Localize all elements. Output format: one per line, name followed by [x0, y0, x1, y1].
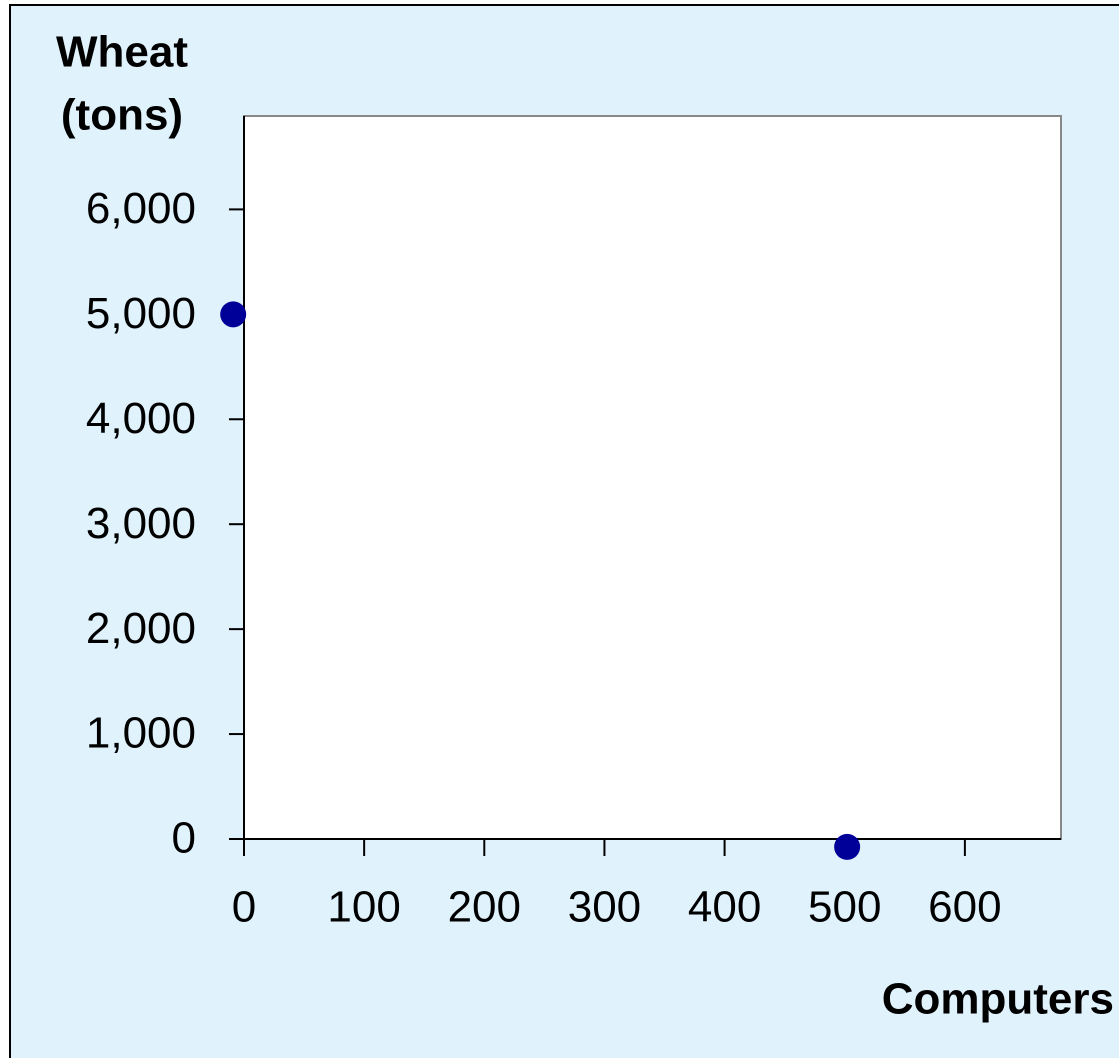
point [834, 833, 861, 860]
y-tick-label: 0 [172, 814, 196, 863]
y-tick-label: 6,000 [86, 184, 196, 233]
x-tick-label: 0 [232, 883, 256, 932]
point [220, 301, 247, 328]
x-tick-label: 100 [327, 883, 400, 932]
x-tick-label: 300 [568, 883, 641, 932]
y-tick-label: 4,000 [86, 394, 196, 443]
y-tick-label: 2,000 [86, 604, 196, 653]
x-tick-label: 600 [928, 883, 1001, 932]
x-tick-label: 400 [688, 883, 761, 932]
y-tick-label: 1,000 [86, 709, 196, 758]
y-tick-label: 5,000 [86, 289, 196, 338]
y-axis-label: Wheat [56, 28, 188, 77]
x-tick-label: 200 [448, 883, 521, 932]
x-tick-label: 500 [808, 883, 881, 932]
y-tick-label: 3,000 [86, 499, 196, 548]
plot-area [243, 115, 1062, 840]
y-axis-label: (tons) [61, 91, 183, 140]
x-axis-label: Computers [882, 975, 1114, 1024]
